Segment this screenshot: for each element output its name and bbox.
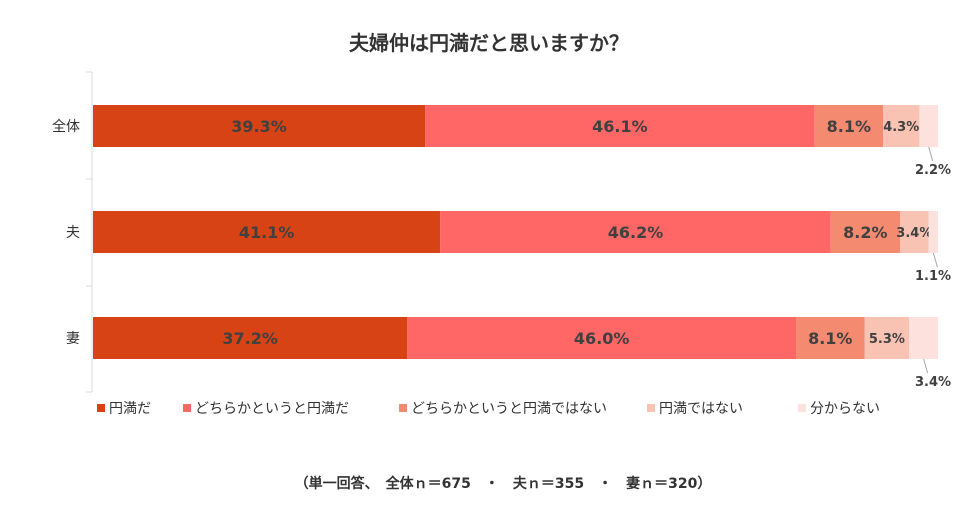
bar-segment [814,105,884,147]
data-label: 46.0% [574,329,630,348]
legend-label: 分からない [810,401,880,417]
category-label: 全体 [52,118,80,135]
category-label: 夫 [66,225,80,241]
data-label: 5.3% [869,332,905,347]
leader-line [932,252,938,268]
bar-segment [796,317,865,359]
data-label: 46.2% [608,223,664,242]
chart-title: 夫婦仲は円満だと思いますか？ [349,31,629,55]
legend-swatch [647,404,655,412]
legend-swatch [97,404,105,412]
bar-segment [909,317,938,359]
data-label: 3.4% [915,375,951,390]
data-label: 46.1% [592,117,648,136]
bar-segment [440,211,831,253]
category-label: 妻 [66,331,80,347]
bar-segment [928,211,938,253]
data-label: 39.3% [231,117,287,136]
legend-label: 円満だ [109,401,151,417]
bar-segment [93,211,441,253]
legend-label: どちらかというと円満だ [195,401,349,417]
bar-segment [883,105,920,147]
data-label: 3.4% [896,226,932,241]
bar-segment [830,211,900,253]
data-label: 4.3% [883,120,919,135]
data-label: 8.1% [827,117,871,136]
leader-line [928,146,934,162]
legend-label: どちらかというと円満ではない [411,401,607,417]
data-label: 8.1% [808,329,852,348]
bar-segment [425,105,815,147]
legend-swatch [399,404,407,412]
bar-segment [864,317,910,359]
bar-segment [93,317,408,359]
bar-segment [919,105,938,147]
data-label: 8.2% [843,223,887,242]
leader-line [923,358,929,374]
data-label: 2.2% [915,163,951,178]
bar-segment [407,317,797,359]
legend-label: 円満ではない [659,401,743,417]
bar-segment [93,105,426,147]
legend-swatch [183,404,191,412]
data-label: 37.2% [222,329,278,348]
data-label: 1.1% [915,269,951,284]
footnote: （単一回答、 全体ｎ＝675 ・ 夫ｎ＝355 ・ 妻ｎ＝320） [295,475,712,492]
bar-segment [899,211,929,253]
data-label: 41.1% [239,223,295,242]
legend-swatch [798,404,806,412]
